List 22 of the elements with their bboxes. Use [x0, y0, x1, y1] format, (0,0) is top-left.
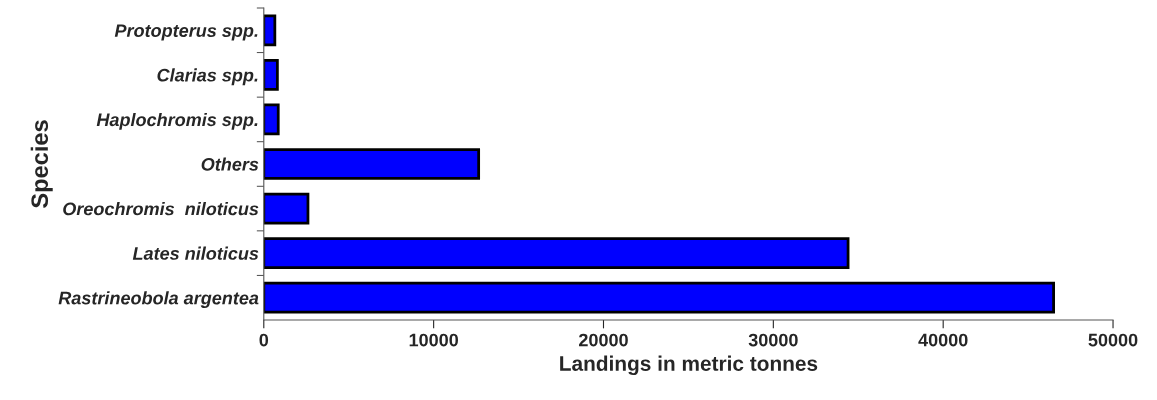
y-tick-label: Lates niloticus: [132, 246, 259, 260]
bar: [263, 192, 310, 225]
bar: [263, 237, 850, 270]
bar: [263, 103, 280, 136]
bar: [263, 148, 481, 180]
y-tick-label: Protopterus spp.: [114, 24, 258, 41]
x-tick-label: 30000: [748, 333, 798, 347]
y-tick-label: Haplochromis spp.: [96, 112, 258, 130]
x-tick-label: 0: [259, 333, 269, 347]
x-tick-label: 10000: [409, 333, 459, 347]
y-axis-title: Species: [30, 120, 53, 208]
x-axis-title: Landings in metric tonnes: [560, 355, 818, 376]
x-tick-label: 50000: [1088, 333, 1138, 347]
y-tick-label: Clarias spp.: [157, 68, 258, 86]
y-tick-label: Others: [201, 157, 259, 171]
x-tick-label: 40000: [918, 333, 968, 347]
y-tick-label: Rastrineobola argentea: [58, 291, 259, 308]
bar: [263, 58, 279, 91]
x-tick-label: 20000: [579, 333, 628, 347]
bar: [263, 281, 1055, 314]
bar: [263, 14, 277, 47]
y-tick-label: Oreochromis niloticus: [63, 202, 259, 216]
